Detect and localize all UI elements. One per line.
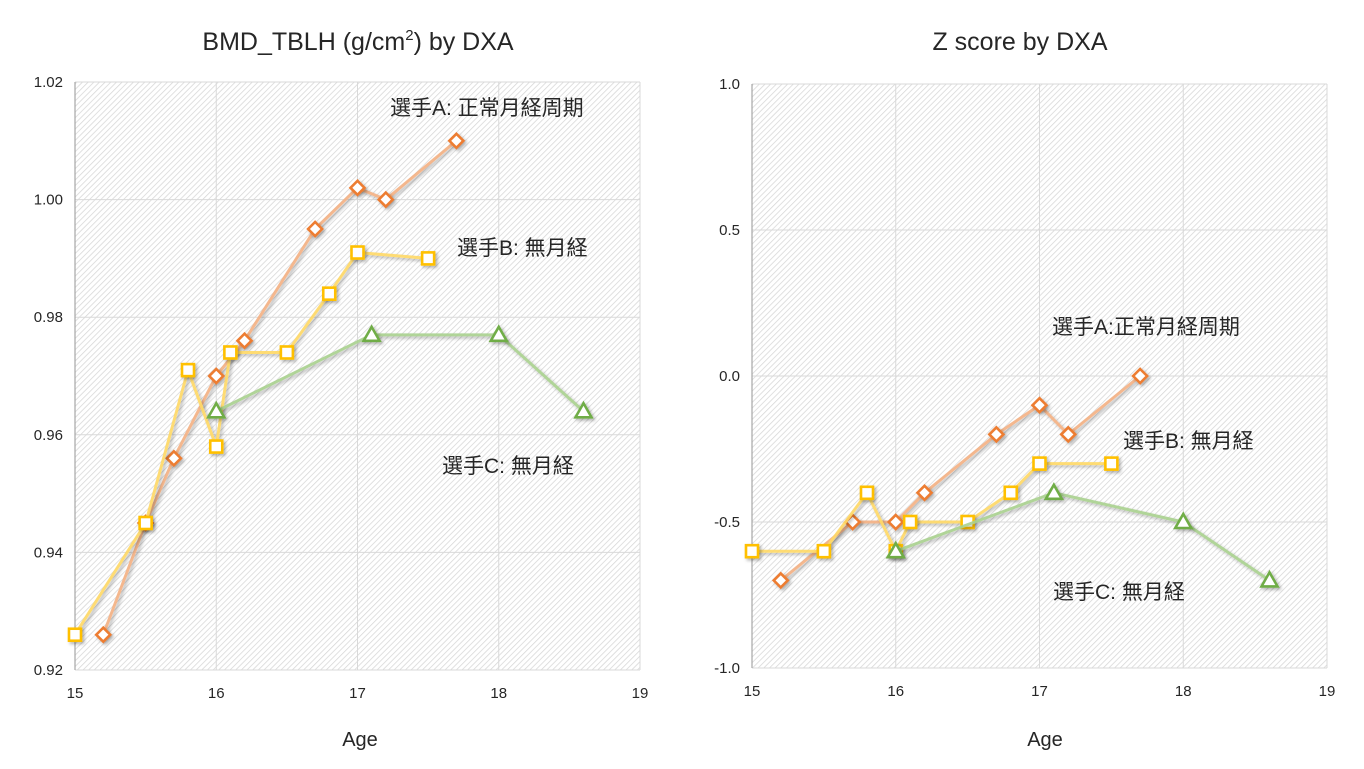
diamond-marker <box>987 425 1006 444</box>
series-label: 選手B: 無月経 <box>457 237 588 260</box>
x-tick-label: 15 <box>744 683 761 700</box>
y-tick-label: 0.0 <box>719 368 740 385</box>
triangle-marker <box>1259 569 1280 588</box>
diamond-marker <box>1030 396 1049 415</box>
y-tick-label: -0.5 <box>714 514 740 531</box>
square-marker <box>180 362 196 378</box>
triangle-marker <box>206 400 227 419</box>
square-marker <box>1104 456 1119 471</box>
square-marker <box>902 514 918 530</box>
series-label: 選手C: 無月経 <box>442 455 574 478</box>
series-a: 選手A: 正常月経周期 <box>94 97 584 644</box>
x-tick-label: 16 <box>208 685 225 702</box>
y-tick-label: 1.0 <box>719 76 740 93</box>
diamond-marker <box>165 449 183 468</box>
y-tick-label: 0.5 <box>719 222 740 239</box>
square-marker <box>1003 485 1019 501</box>
y-tick-label: 0.94 <box>34 544 63 561</box>
chart-title: BMD_TBLH (g/cm2) by DXA <box>202 27 514 56</box>
square-marker <box>223 345 238 360</box>
series-c: 選手C: 無月経 <box>206 324 594 478</box>
triangle-marker <box>1173 511 1194 530</box>
x-tick-label: 19 <box>1319 683 1336 700</box>
chart-title: Z score by DXA <box>932 28 1107 56</box>
x-tick-label: 18 <box>1175 683 1192 700</box>
title-text: Z score by DXA <box>932 28 1107 56</box>
triangle-marker <box>361 324 382 343</box>
x-tick-label: 18 <box>490 685 507 702</box>
triangle-marker <box>488 324 509 343</box>
title-text-suffix: ) by DXA <box>414 28 514 56</box>
x-tick-label: 17 <box>1031 683 1048 700</box>
diamond-marker <box>886 513 905 531</box>
square-marker <box>67 627 83 643</box>
triangle-marker <box>885 540 906 559</box>
diamond-marker <box>306 220 324 238</box>
diamond-marker <box>771 571 790 590</box>
y-tick-label: 1.00 <box>34 192 63 209</box>
square-marker <box>321 286 337 301</box>
series-c: 選手C: 無月経 <box>885 482 1280 604</box>
diamond-marker <box>348 179 367 197</box>
title-superscript: 2 <box>405 27 413 44</box>
y-tick-label: 0.96 <box>34 427 63 444</box>
series-label: 選手B: 無月経 <box>1123 430 1254 453</box>
y-tick-label: 1.02 <box>34 74 63 91</box>
square-marker <box>420 251 436 266</box>
diamond-marker <box>376 190 395 209</box>
diamond-marker <box>447 131 466 150</box>
x-tick-label: 17 <box>349 685 366 702</box>
title-text: BMD_TBLH (g/cm <box>202 28 405 56</box>
square-marker <box>208 439 224 454</box>
zscore-chart: -1.0 -0.5 0.0 0.5 1.0 15 16 17 18 19 Z score by DX… <box>714 28 1335 751</box>
square-marker <box>138 515 153 531</box>
series-line <box>215 333 585 413</box>
x-axis-label: Age <box>342 729 378 751</box>
diamond-marker <box>94 625 113 644</box>
square-marker <box>279 345 295 360</box>
square-marker <box>859 485 875 501</box>
series-label: 選手C: 無月経 <box>1053 581 1185 604</box>
diamond-marker <box>207 367 226 385</box>
triangle-marker <box>573 400 594 419</box>
x-tick-label: 15 <box>67 685 84 702</box>
series-line <box>895 491 1271 582</box>
series-label: 選手A: 正常月経周期 <box>390 97 584 120</box>
square-marker <box>1032 456 1047 471</box>
series-b: 選手B: 無月経 <box>67 237 588 643</box>
x-axis-label: Age <box>1027 729 1063 751</box>
y-tick-label: 0.98 <box>34 309 63 326</box>
y-tick-label: 0.92 <box>34 662 63 679</box>
square-marker <box>744 543 760 559</box>
bmd-chart: 0.92 0.94 0.96 0.98 1.00 1.02 15 16 17 18 19 BMD_TB… <box>34 27 649 751</box>
series-a: 選手A:正常月経周期 <box>771 316 1240 590</box>
diamond-marker <box>1131 367 1149 385</box>
diamond-marker <box>235 331 254 350</box>
y-tick-label: -1.0 <box>714 660 740 677</box>
square-marker <box>816 543 832 559</box>
square-marker <box>350 245 365 260</box>
x-tick-label: 16 <box>887 683 904 700</box>
series-b: 選手B: 無月経 <box>744 430 1254 559</box>
diamond-marker <box>915 483 934 502</box>
series-label: 選手A:正常月経周期 <box>1052 316 1240 339</box>
x-tick-label: 19 <box>632 685 649 702</box>
triangle-marker <box>1043 482 1065 501</box>
diamond-marker <box>1059 425 1078 444</box>
